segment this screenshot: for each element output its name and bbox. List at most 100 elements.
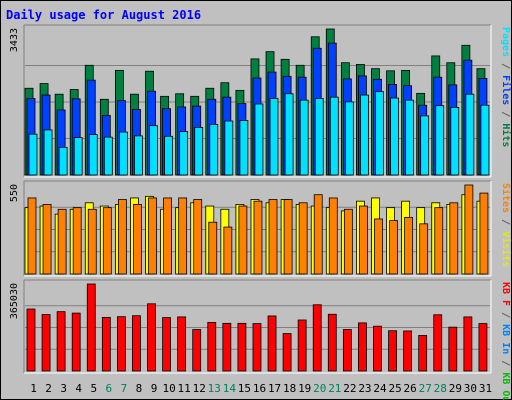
bar: KB F 18: 157000 (282, 333, 292, 372)
bar: KB F 9: 282000 (147, 303, 156, 372)
bar: KB F 24: 188000 (373, 325, 382, 372)
bar: KB F 17: 231000 (267, 315, 277, 372)
bar: Pages 13: 1190 (209, 123, 219, 176)
bar: Pages 9: 1160 (149, 125, 158, 176)
bar: Sites 29: 440 (449, 202, 459, 275)
bar: Sites 4: 410 (72, 207, 82, 275)
bar: Pages 25: 1810 (390, 97, 399, 176)
x-tick-label: 9 (151, 382, 158, 395)
x-tick-label: 19 (298, 382, 311, 395)
bar: KB F 6: 225000 (101, 316, 111, 372)
x-tick-label: 28 (434, 382, 447, 395)
x-tick-label: 26 (404, 382, 417, 395)
series-sites: Sites 1: 470 Sites 2: 430 Sites 3: 400 Site… (27, 184, 489, 275)
x-tick-label: 25 (388, 382, 401, 395)
bar: KB F 11: 227000 (177, 316, 187, 372)
bar: KB F 22: 174000 (342, 329, 352, 372)
bar: KB F 25: 169000 (388, 330, 397, 372)
legend: KB F / KB In / KB Out (500, 282, 511, 400)
bar: Sites 13: 320 (208, 221, 218, 275)
x-tick-label: 3 (60, 382, 67, 395)
legend-item: / (500, 354, 511, 372)
bar: Sites 31: 500 (479, 192, 489, 275)
x-tick-label: 15 (238, 382, 251, 395)
bar: Sites 20: 490 (313, 194, 323, 275)
legend-item: / (500, 213, 511, 231)
bar: KB F 20: 278000 (312, 304, 322, 372)
bar: Pages 8: 920 (134, 135, 143, 176)
x-tick-label: 30 (464, 382, 477, 395)
bar: Pages 14: 1270 (224, 120, 234, 176)
bar: Pages 22: 1720 (344, 101, 354, 176)
x-tick-label: 5 (90, 382, 97, 395)
bar: KB F 16: 199000 (252, 323, 262, 372)
legend-item: Hits (500, 123, 512, 147)
bar: Sites 19: 440 (298, 202, 308, 275)
bar: KB F 31: 199000 (478, 323, 488, 372)
bar: Pages 26: 1760 (405, 99, 415, 176)
bar: Pages 21: 1830 (329, 96, 339, 176)
bar: Sites 30: 550 (464, 184, 474, 275)
legend-item: / (500, 57, 511, 75)
bar: Pages 2: 1060 (43, 129, 53, 176)
x-tick-label: 24 (373, 382, 387, 395)
bar: Pages 19: 1760 (299, 99, 309, 176)
x-tick-label: 13 (208, 382, 221, 395)
x-axis-day-labels: 1 2 3 4 5 6 7 8 9 10 11 12 13 14 15 16 17 18 19 20 21 22 23 24 2… (30, 382, 492, 395)
x-tick-label: 21 (328, 382, 341, 395)
bar: KB F 12: 174000 (192, 329, 202, 372)
legend-item: Pages (500, 27, 511, 57)
x-tick-label: 6 (106, 382, 113, 395)
bar: KB F 3: 249000 (56, 311, 66, 372)
legend-item: Visits (500, 231, 512, 267)
bar: Sites 23: 420 (359, 205, 368, 275)
bar: Pages 30: 1900 (465, 93, 475, 176)
legend: Pages / Files / Hits (500, 27, 512, 147)
bar: KB F 7: 228000 (116, 316, 126, 372)
bar: Pages 11: 1020 (179, 131, 189, 176)
bar: KB F 14: 200000 (222, 322, 232, 372)
x-tick-label: 8 (136, 382, 143, 395)
legend-item: KB Out (500, 372, 511, 400)
x-tick-label: 23 (358, 382, 371, 395)
bar: KB F 19: 214000 (297, 319, 307, 372)
bar: Sites 8: 430 (133, 204, 142, 275)
bar: Sites 9: 470 (148, 197, 157, 275)
bar: KB F 1: 260000 (26, 308, 36, 372)
bar: KB F 23: 202000 (358, 322, 367, 372)
bar: Sites 25: 330 (389, 220, 398, 275)
bar: Pages 23: 1880 (360, 94, 369, 176)
x-tick-label: 27 (419, 382, 432, 395)
bar: Pages 17: 1800 (269, 98, 279, 176)
legend-item: / (500, 105, 511, 123)
bar: Pages 20: 1800 (314, 98, 324, 176)
bar: Sites 27: 310 (419, 223, 429, 275)
bar: Sites 1: 470 (27, 197, 37, 275)
bar: Sites 24: 340 (374, 218, 383, 275)
series-pages: Pages 1: 960 Pages 2: 1060 Pages 3: 650 Pag… (28, 91, 490, 176)
bar: Sites 21: 470 (328, 197, 338, 275)
bar: Pages 27: 1390 (420, 115, 430, 176)
bar: KB F 5: 365030 (86, 283, 96, 372)
legend: Sites / Visits (500, 183, 512, 267)
bar: KB F 2: 237000 (41, 314, 51, 372)
series-kb-f: KB F 1: 260000 KB F 2: 237000 KB F 3: 2490… (26, 283, 488, 372)
bar: KB F 27: 149000 (418, 335, 428, 372)
x-tick-label: 20 (313, 382, 326, 395)
bar: Pages 10: 910 (164, 135, 173, 176)
panel-visits-sites: 550 Sites / VisitsVisits 1: 410Visits 2: … (9, 180, 512, 277)
legend-item: Sites (500, 183, 512, 213)
bar: Pages 12: 1120 (194, 126, 204, 176)
bar: Pages 1: 960 (28, 133, 38, 176)
bar: KB F 4: 243000 (71, 312, 81, 372)
bar: Sites 18: 460 (283, 199, 293, 275)
bar: Pages 31: 1640 (480, 104, 490, 176)
bar: KB F 8: 232000 (132, 315, 141, 372)
chart-panels: 3433 Pages / Files / HitsHits 1: 2040Hits… (9, 24, 512, 400)
bar: Pages 29: 1590 (450, 106, 460, 176)
x-tick-label: 16 (253, 382, 266, 395)
bar: Sites 3: 400 (57, 208, 67, 275)
bar: KB F 15: 200000 (237, 322, 247, 372)
